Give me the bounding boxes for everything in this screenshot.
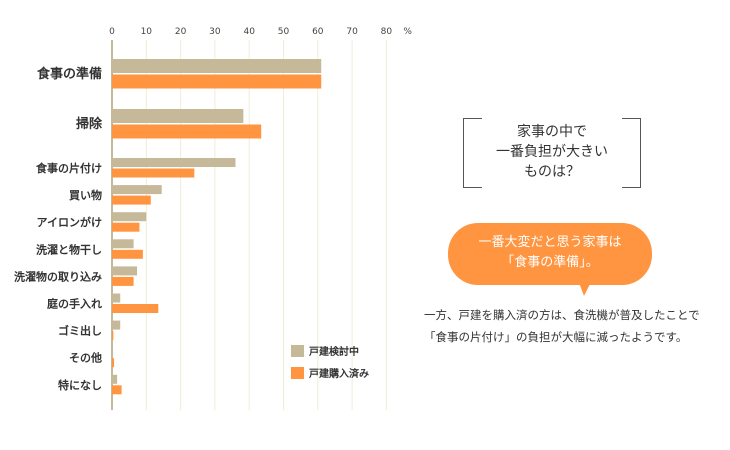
bar-purchased xyxy=(112,168,195,178)
bar-purchased xyxy=(112,304,159,313)
category-label: その他 xyxy=(69,351,102,365)
bar-purchased xyxy=(112,276,134,286)
x-tick-label: 50 xyxy=(278,27,290,37)
bar-considering xyxy=(112,212,147,222)
x-tick-label: 30 xyxy=(209,27,221,37)
bubble-line: 一番大変だと思う家事は xyxy=(478,235,622,250)
bar-purchased xyxy=(112,358,115,368)
unit-label: % xyxy=(403,27,412,37)
bar-purchased xyxy=(112,124,262,139)
category-label: 食事の準備 xyxy=(37,66,102,82)
category-label: 洗濯と物干し xyxy=(36,242,102,256)
bar-considering xyxy=(112,239,134,249)
question-line: ものは？ xyxy=(524,164,580,180)
bubble-line: 「食事の準備」。 xyxy=(501,255,599,270)
note-text: 一方、戸建を購入済の方は、食洗機が普及したことで 「食事の片付け」の負担が大幅に… xyxy=(424,304,700,348)
question-text: 家事の中で 一番負担が大きい ものは？ xyxy=(463,122,641,182)
bar-purchased xyxy=(112,331,114,341)
bar-considering xyxy=(112,59,322,73)
bar-considering xyxy=(112,109,244,123)
bar-purchased xyxy=(112,249,143,259)
x-tick-label: 10 xyxy=(141,27,153,37)
bar-considering xyxy=(112,347,114,357)
bar-purchased xyxy=(112,195,151,205)
legend-label: 戸建購入済み xyxy=(309,367,369,380)
legend-swatch xyxy=(291,367,304,379)
right-bracket xyxy=(622,118,641,188)
left-bracket xyxy=(463,118,482,188)
question-line: 家事の中で xyxy=(517,124,587,140)
bar-considering xyxy=(112,185,162,195)
bar-purchased xyxy=(112,222,140,232)
category-label: 掃除 xyxy=(76,116,103,132)
legend-label: 戸建検討中 xyxy=(309,345,359,358)
bar-purchased xyxy=(112,385,122,395)
category-label: 洗濯物の取り込み xyxy=(14,269,102,283)
note-line: 「食事の片付け」の負担が大幅に減ったようです。 xyxy=(424,330,688,344)
x-tick-label: 40 xyxy=(243,27,255,37)
speech-bubble-tail xyxy=(578,280,592,296)
bar-considering xyxy=(112,158,236,167)
bar-purchased xyxy=(112,74,322,89)
bar-considering xyxy=(112,374,118,384)
question-line: 一番負担が大きい xyxy=(496,144,608,160)
category-label: 特になし xyxy=(58,378,102,392)
legend-swatch xyxy=(291,345,304,357)
x-tick-label: 60 xyxy=(312,27,324,37)
x-tick-label: 80 xyxy=(381,27,393,37)
category-label: 食事の片付け xyxy=(36,161,102,175)
x-tick-label: 0 xyxy=(109,27,115,37)
category-label: ゴミ出し xyxy=(58,324,102,338)
category-label: アイロンがけ xyxy=(37,215,102,229)
x-tick-label: 70 xyxy=(346,27,358,37)
question-frame: 家事の中で 一番負担が大きい ものは？ xyxy=(463,118,641,188)
bar-considering xyxy=(112,320,121,330)
speech-bubble: 一番大変だと思う家事は 「食事の準備」。 xyxy=(448,223,652,285)
category-label: 庭の手入れ xyxy=(47,297,102,311)
x-tick-label: 20 xyxy=(175,27,187,37)
bar-considering xyxy=(112,266,138,276)
bar-chart: 0 10 20 30 40 50 60 70 80 % 食事の準備掃除食事の片付け買い物アイロンがけ… xyxy=(14,27,412,410)
bar-considering xyxy=(112,293,121,303)
category-label: 買い物 xyxy=(69,188,102,202)
note-line: 一方、戸建を購入済の方は、食洗機が普及したことで xyxy=(424,308,700,322)
